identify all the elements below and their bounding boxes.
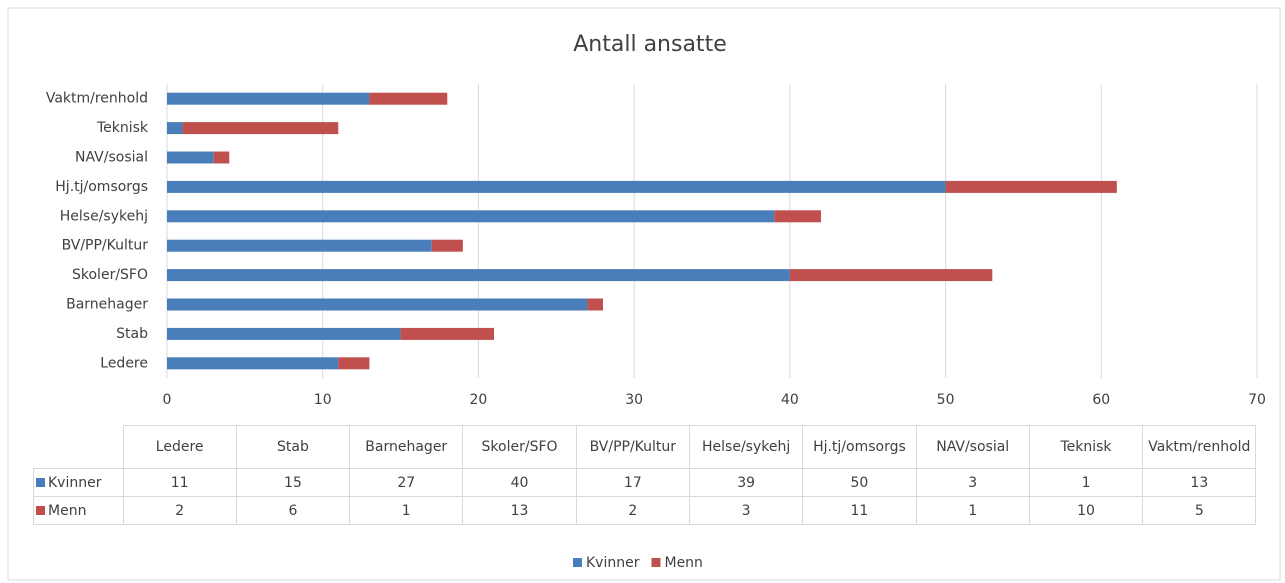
table-header: Ledere: [122, 425, 237, 469]
table-cell: 3: [915, 468, 1030, 497]
y-tick-label: Stab: [116, 326, 148, 342]
bar: [182, 122, 339, 135]
table-header: Vaktm/renhold: [1142, 425, 1257, 469]
y-tick-label: Hj.tj/omsorgs: [55, 179, 148, 195]
bar: [945, 180, 1117, 193]
table-row: Menn 2 6 1 13 2 3 11 1 10 5: [33, 496, 1257, 525]
table-row: Kvinner 11 15 27 40 17 39 50 3 1 13: [33, 468, 1257, 497]
table-header: BV/PP/Kultur: [575, 425, 690, 469]
table-header-row: Ledere Stab Barnehager Skoler/SFO BV/PP/Kult…: [34, 425, 1257, 469]
table-header: NAV/sosial: [915, 425, 1030, 469]
x-tick-label: 30: [625, 392, 643, 408]
table-header: Skoler/SFO: [462, 425, 577, 469]
y-tick-label: Skoler/SFO: [72, 267, 148, 283]
table-header: Barnehager: [349, 425, 464, 469]
legend-label: Kvinner: [586, 555, 640, 571]
data-table: Ledere Stab Barnehager Skoler/SFO BV/PP/Kult…: [33, 425, 1257, 525]
bar: [789, 269, 993, 282]
table-corner: [34, 426, 124, 469]
legend-swatch: [36, 477, 45, 487]
bar: [338, 357, 370, 370]
y-tick-label: NAV/sosial: [75, 150, 148, 166]
x-tick-label: 60: [1092, 392, 1110, 408]
legend-label: Menn: [664, 555, 702, 571]
table-cell: 3: [688, 496, 804, 525]
table-cell: 2: [575, 496, 690, 525]
table-header: Stab: [235, 425, 351, 469]
table-cell: 39: [688, 468, 804, 497]
legend-swatch: [573, 558, 582, 567]
y-tick-label: Vaktm/renhold: [46, 91, 148, 107]
bar: [167, 92, 370, 105]
bar: [167, 122, 183, 135]
bar: [167, 239, 432, 252]
bar: [167, 151, 214, 164]
bar: [369, 92, 448, 105]
table-cell: 1: [1028, 468, 1144, 497]
table-row-label: Menn: [33, 496, 124, 525]
legend-swatch: [36, 505, 45, 515]
table-cell: 1: [915, 496, 1030, 525]
x-tick-label: 70: [1248, 392, 1266, 408]
table-header: Hj.tj/omsorgs: [802, 425, 917, 469]
table-header: Helse/sykehj: [688, 425, 804, 469]
x-tick-label: 0: [163, 392, 172, 408]
bar: [167, 327, 401, 340]
table-cell: 6: [235, 496, 351, 525]
table-cell: 50: [802, 468, 917, 497]
table-cell: 40: [462, 468, 577, 497]
y-tick-label: Ledere: [100, 355, 148, 371]
table-cell: 15: [235, 468, 351, 497]
table-cell: 11: [122, 468, 237, 497]
y-tick-label: BV/PP/Kultur: [62, 238, 149, 254]
bar: [167, 269, 790, 282]
bar: [774, 210, 821, 223]
bar: [167, 298, 588, 311]
table-cell: 13: [462, 496, 577, 525]
bar: [431, 239, 463, 252]
bar: [213, 151, 230, 164]
y-tick-label: Helse/sykehj: [60, 208, 148, 224]
series-name: Menn: [48, 502, 87, 519]
y-tick-label: Barnehager: [66, 297, 148, 313]
x-tick-label: 40: [781, 392, 799, 408]
bar: [167, 180, 946, 193]
bar: [400, 327, 494, 340]
table-cell: 11: [802, 496, 917, 525]
table-cell: 2: [122, 496, 237, 525]
table-cell: 27: [349, 468, 464, 497]
table-cell: 10: [1028, 496, 1144, 525]
bar: [167, 210, 775, 223]
chart-border: [7, 7, 1281, 581]
bar: [587, 298, 603, 311]
series-name: Kvinner: [48, 474, 102, 491]
x-tick-label: 50: [937, 392, 955, 408]
x-tick-label: 20: [470, 392, 488, 408]
table-header: Teknisk: [1028, 425, 1144, 469]
table-cell: 5: [1142, 496, 1257, 525]
x-tick-label: 10: [314, 392, 332, 408]
table-cell: 1: [349, 496, 464, 525]
table-cell: 13: [1142, 468, 1257, 497]
legend-swatch: [651, 558, 661, 567]
chart-title: Antall ansatte: [573, 32, 726, 57]
table-cell: 17: [575, 468, 690, 497]
y-tick-label: Teknisk: [96, 120, 149, 136]
bar: [167, 357, 339, 370]
table-row-label: Kvinner: [33, 468, 124, 497]
